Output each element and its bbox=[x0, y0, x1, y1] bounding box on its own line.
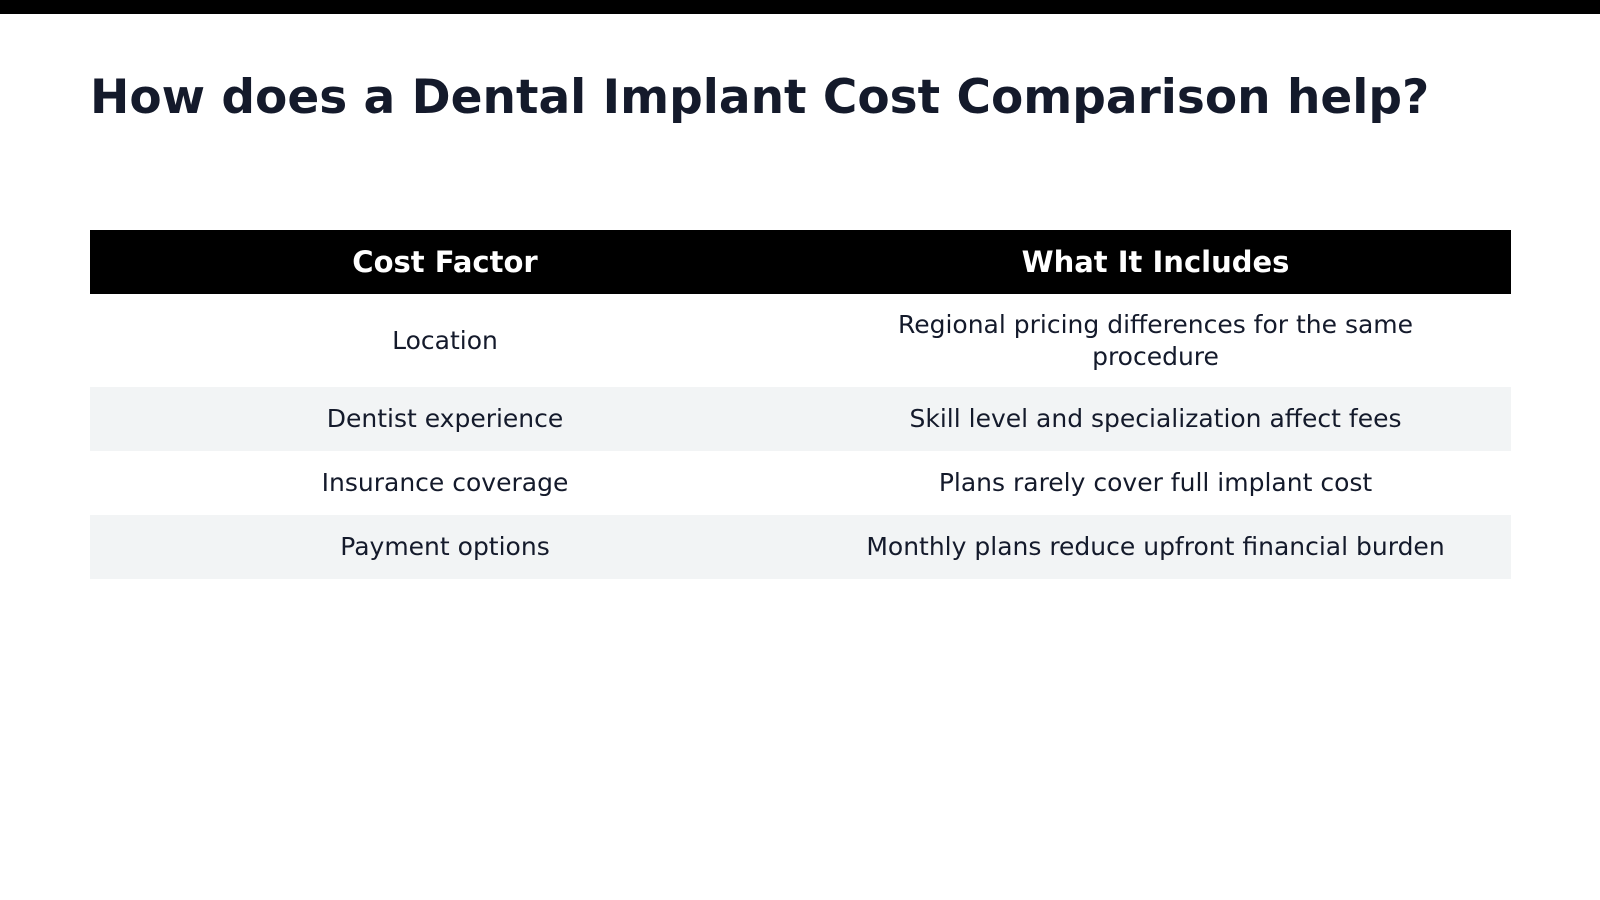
column-header-what-it-includes: What It Includes bbox=[800, 230, 1511, 294]
cost-factor-cell: Dentist experience bbox=[90, 387, 800, 451]
cost-factor-cell: Insurance coverage bbox=[321, 468, 569, 497]
top-accent-bar bbox=[0, 0, 1600, 14]
includes-cell: Skill level and specialization affect fe… bbox=[800, 387, 1511, 451]
includes-cell: Regional pricing differences for the sam… bbox=[897, 309, 1414, 371]
cost-comparison-table: Cost Factor What It Includes Location Re… bbox=[90, 230, 1511, 579]
table-row: Payment options Monthly plans reduce upf… bbox=[90, 515, 1511, 579]
table-row: Location Regional pricing differences fo… bbox=[90, 294, 1511, 387]
column-header-cost-factor: Cost Factor bbox=[90, 230, 800, 294]
includes-cell: Plans rarely cover full implant cost bbox=[938, 468, 1373, 497]
table-row: Dentist experience Skill level and speci… bbox=[90, 387, 1511, 451]
table-header-row: Cost Factor What It Includes bbox=[90, 230, 1511, 294]
cost-factor-cell: Payment options bbox=[90, 515, 800, 579]
table-row: Insurance coverage Plans rarely cover fu… bbox=[90, 451, 1511, 515]
includes-cell: Monthly plans reduce upfront financial b… bbox=[800, 515, 1511, 579]
cost-factor-cell: Location bbox=[392, 325, 498, 355]
page-title: How does a Dental Implant Cost Compariso… bbox=[90, 70, 1430, 125]
